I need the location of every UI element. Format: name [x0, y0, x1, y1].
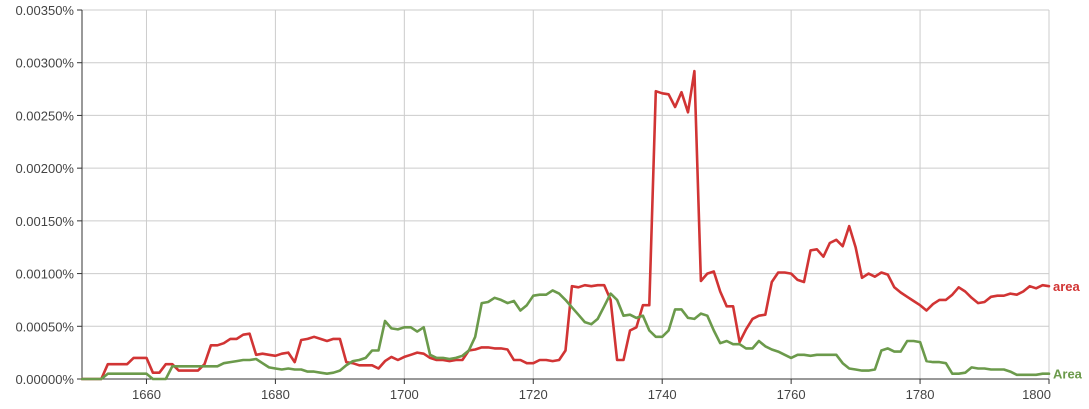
series-line-area-upper	[80, 289, 1051, 381]
x-tick-label: 1680	[261, 387, 290, 402]
x-tick-labels: 1660 1680 1700 1720 1740 1760 1780 1800	[132, 387, 1051, 402]
x-tick-label: 1780	[906, 387, 935, 402]
y-tick-label: 0.00050%	[15, 319, 74, 334]
x-tick-label: 1740	[648, 387, 677, 402]
y-tick-label: 0.00350%	[15, 3, 74, 18]
x-tick-label: 1760	[777, 387, 806, 402]
y-tick-labels: 0.00000% 0.00050% 0.00100% 0.00150% 0.00200%…	[15, 3, 74, 387]
x-tick-label: 1800	[1022, 387, 1051, 402]
y-tick-label: 0.00250%	[15, 108, 74, 123]
series-lines	[80, 69, 1051, 381]
y-tick-label: 0.00150%	[15, 214, 74, 229]
x-tick-label: 1700	[390, 387, 419, 402]
y-tick-label: 0.00300%	[15, 56, 74, 71]
series-label: area	[1053, 279, 1081, 294]
series-line-area-lower	[80, 69, 1051, 381]
series-label: Area	[1053, 367, 1083, 382]
y-tick-label: 0.00100%	[15, 267, 74, 282]
x-tick-label: 1660	[132, 387, 161, 402]
x-tick-label: 1720	[519, 387, 548, 402]
grid-lines	[82, 9, 1050, 379]
y-tick-label: 0.00200%	[15, 161, 74, 176]
series-labels: area Area	[1053, 279, 1083, 382]
y-tick-label: 0.00000%	[15, 372, 74, 387]
axes	[77, 9, 1050, 384]
